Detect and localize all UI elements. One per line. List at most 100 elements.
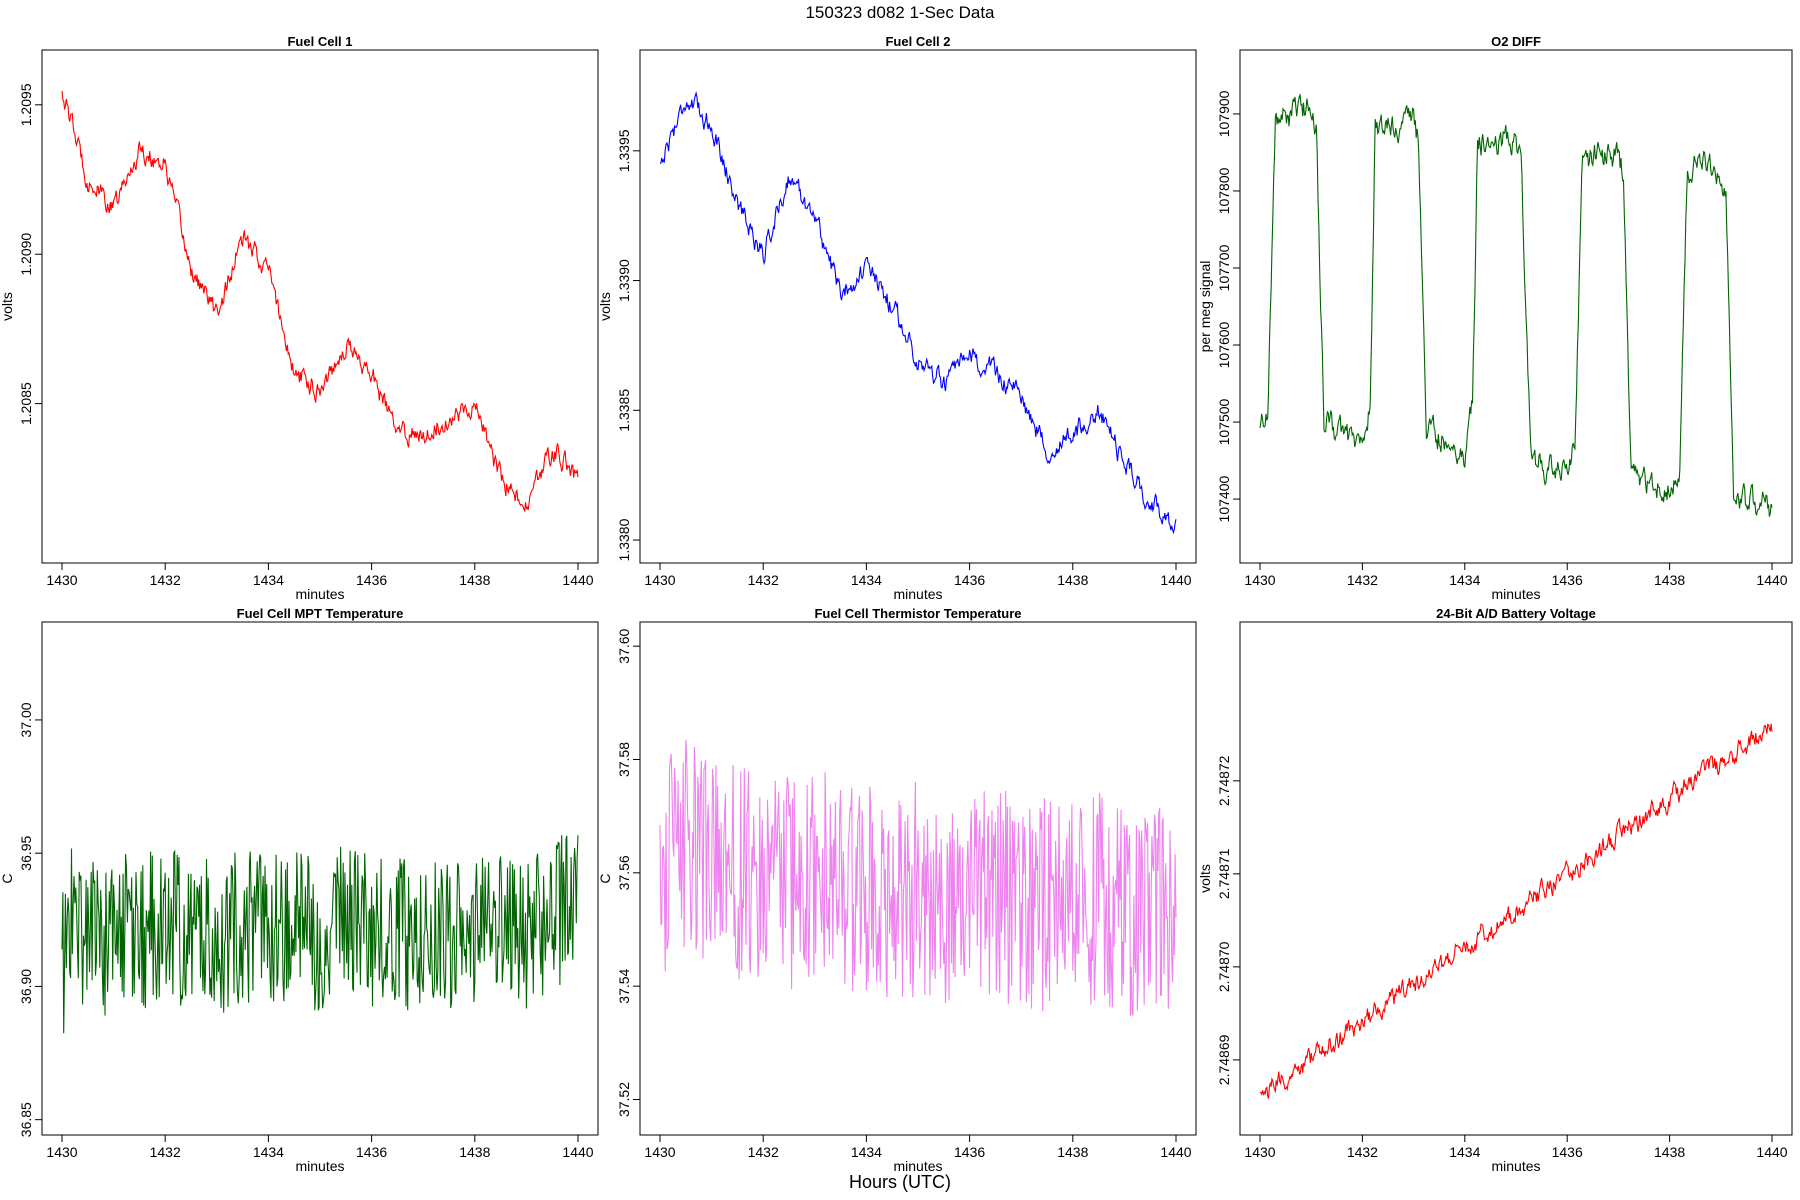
y-axis-label: C	[0, 873, 15, 883]
panel-1: Fuel Cell 1 1430 1432 1434 1436 1438 1440 minut…	[0, 34, 599, 602]
y-tick-label: 107600	[1216, 321, 1232, 368]
y-tick-label: 37.56	[616, 855, 632, 890]
x-tick-label: 1430	[644, 572, 675, 588]
x-tick-label: 1436	[954, 572, 985, 588]
x-tick-label: 1438	[1057, 572, 1088, 588]
y-tick-label: 36.85	[18, 1102, 34, 1137]
panel-title: Fuel Cell Thermistor Temperature	[814, 606, 1021, 621]
series-line	[61, 835, 579, 1034]
y-tick-label: 37.00	[18, 702, 34, 737]
series-line	[1259, 723, 1773, 1099]
series-line	[659, 739, 1177, 1017]
x-tick-label: 1434	[851, 572, 882, 588]
y-tick-label: 1.3380	[616, 518, 632, 561]
x-tick-label: 1434	[1449, 572, 1480, 588]
y-axis-label: volts	[1197, 864, 1213, 893]
x-tick-label: 1432	[748, 1144, 779, 1160]
bottom-label: Hours (UTC)	[849, 1172, 951, 1192]
x-tick-label: 1434	[851, 1144, 882, 1160]
y-tick-label: 37.54	[616, 968, 632, 1003]
x-axis-label: minutes	[893, 586, 942, 602]
y-tick-label: 2.74872	[1216, 755, 1232, 806]
x-tick-label: 1434	[253, 1144, 284, 1160]
series-line	[61, 90, 579, 513]
x-tick-label: 1432	[150, 1144, 181, 1160]
y-tick-label: 36.95	[18, 835, 34, 870]
y-tick-label: 107900	[1216, 90, 1232, 137]
x-tick-label: 1438	[1057, 1144, 1088, 1160]
x-tick-label: 1438	[1654, 1144, 1685, 1160]
x-axis-label: minutes	[295, 1158, 344, 1174]
y-axis-label: C	[597, 873, 613, 883]
panel-title: O2 DIFF	[1491, 34, 1541, 49]
x-tick-label: 1430	[46, 1144, 77, 1160]
y-tick-label: 107500	[1216, 398, 1232, 445]
y-tick-label: 107700	[1216, 244, 1232, 291]
x-tick-label: 1440	[562, 572, 593, 588]
y-tick-label: 1.3385	[616, 389, 632, 432]
plot-frame	[1239, 49, 1793, 564]
panel-title: Fuel Cell 1	[287, 34, 352, 49]
panel-title: 24-Bit A/D Battery Voltage	[1436, 606, 1596, 621]
x-tick-label: 1440	[562, 1144, 593, 1160]
x-tick-label: 1432	[1347, 1144, 1378, 1160]
y-tick-label: 107800	[1216, 167, 1232, 214]
y-tick-label: 36.90	[18, 969, 34, 1004]
y-axis-label: volts	[0, 292, 15, 321]
panel-2: Fuel Cell 2 1430 1432 1434 1436 1438 1440 minut…	[597, 34, 1197, 602]
y-tick-label: 1.2085	[18, 382, 34, 425]
x-tick-label: 1438	[459, 1144, 490, 1160]
x-axis-label: minutes	[893, 1158, 942, 1174]
plot-frame	[1239, 621, 1793, 1136]
x-tick-label: 1430	[1244, 572, 1275, 588]
series-line	[659, 90, 1177, 535]
y-tick-label: 2.74871	[1216, 848, 1232, 899]
plot-frame	[41, 621, 599, 1136]
x-tick-label: 1436	[954, 1144, 985, 1160]
x-tick-label: 1436	[1552, 572, 1583, 588]
y-tick-label: 37.52	[616, 1082, 632, 1117]
x-tick-label: 1430	[644, 1144, 675, 1160]
x-tick-label: 1430	[46, 572, 77, 588]
x-tick-label: 1440	[1756, 1144, 1787, 1160]
x-tick-label: 1436	[356, 572, 387, 588]
y-tick-label: 1.2095	[18, 83, 34, 126]
panels: Fuel Cell 1 1430 1432 1434 1436 1438 1440 minut…	[0, 34, 1793, 1174]
y-tick-label: 37.58	[616, 742, 632, 777]
x-tick-label: 1434	[1449, 1144, 1480, 1160]
x-tick-label: 1440	[1160, 1144, 1191, 1160]
x-tick-label: 1438	[459, 572, 490, 588]
y-tick-label: 2.74869	[1216, 1034, 1232, 1085]
panel-title: Fuel Cell MPT Temperature	[237, 606, 404, 621]
y-tick-label: 1.3390	[616, 259, 632, 302]
x-tick-label: 1438	[1654, 572, 1685, 588]
y-tick-label: 37.60	[616, 628, 632, 663]
panel-5: Fuel Cell Thermistor Temperature 1430 1432…	[597, 606, 1197, 1174]
x-tick-label: 1436	[356, 1144, 387, 1160]
y-tick-label: 107400	[1216, 476, 1232, 523]
x-tick-label: 1432	[748, 572, 779, 588]
panel-3: O2 DIFF 1430 1432 1434 1436 1438 1440 minutes 10…	[1197, 34, 1793, 602]
y-tick-label: 1.2090	[18, 233, 34, 276]
x-axis-label: minutes	[295, 586, 344, 602]
x-tick-label: 1434	[253, 572, 284, 588]
x-tick-label: 1440	[1160, 572, 1191, 588]
plot-frame	[639, 49, 1197, 564]
x-axis-label: minutes	[1491, 586, 1540, 602]
y-axis-label: per meg signal	[1197, 261, 1213, 353]
series-line	[1259, 93, 1773, 517]
panel-4: Fuel Cell MPT Temperature 1430 1432 1434 143…	[0, 606, 599, 1174]
panel-6: 24-Bit A/D Battery Voltage 1430 1432 1434 14…	[1197, 606, 1793, 1174]
plot-frame	[41, 49, 599, 564]
main-title: 150323 d082 1-Sec Data	[805, 3, 995, 22]
x-tick-label: 1440	[1756, 572, 1787, 588]
x-axis-label: minutes	[1491, 1158, 1540, 1174]
x-tick-label: 1430	[1244, 1144, 1275, 1160]
plot-frame	[639, 621, 1197, 1136]
panel-title: Fuel Cell 2	[885, 34, 950, 49]
y-axis-label: volts	[597, 292, 613, 321]
x-tick-label: 1436	[1552, 1144, 1583, 1160]
x-tick-label: 1432	[150, 572, 181, 588]
y-tick-label: 2.74870	[1216, 941, 1232, 992]
